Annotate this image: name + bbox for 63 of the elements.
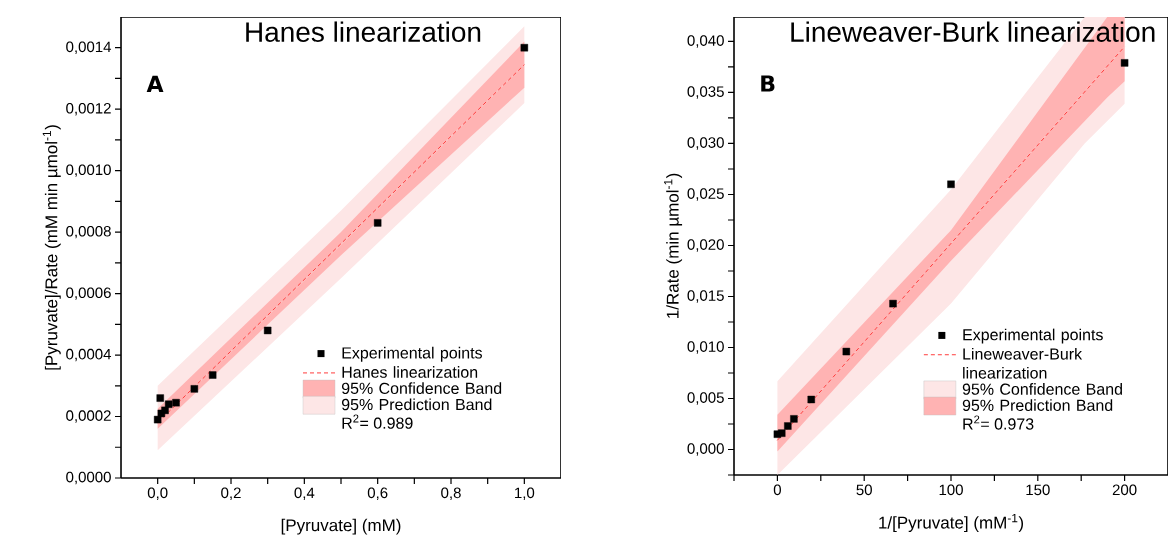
point: [172, 398, 180, 407]
y-tick-label: 0,010: [687, 341, 724, 354]
legend-label: 95% Confidence Band: [341, 382, 502, 395]
x-tick-label: 0,8: [441, 487, 461, 500]
point: [208, 371, 217, 379]
annotation: R$^{2}$= 0.989: [342, 414, 413, 429]
point: [947, 180, 955, 188]
x-tick-label: 100: [939, 484, 963, 496]
point: [190, 385, 199, 393]
point: [164, 400, 173, 408]
point: [889, 299, 897, 308]
y-axis-title: [Pyruvate]/Rate (mM min µmol$^{-1}$): [42, 125, 61, 370]
x-tick-label: 50: [856, 484, 872, 496]
chart-title: Hanes linearization: [246, 21, 481, 42]
y-tick-label: 0,0014: [66, 41, 112, 54]
x-tick-label: 0,4: [294, 487, 315, 500]
y-tick-label: 0,0000: [66, 471, 111, 485]
legend-label: Hanes linearization: [342, 366, 478, 378]
point: [807, 395, 815, 404]
point: [263, 326, 272, 335]
y-tick-label: 0,030: [687, 137, 724, 150]
point: [156, 394, 164, 402]
y-tick-label: 0,000: [687, 443, 724, 456]
y-tick-label: 0,0002: [66, 410, 111, 423]
point: [842, 347, 851, 356]
x-tick-label: 150: [1026, 484, 1050, 496]
point: [778, 429, 786, 437]
legend-label: 95% Confidence Band: [962, 383, 1122, 395]
legend-label: Lineweaver-Burk linearization: [963, 347, 1083, 379]
legend-label: Experimental points: [963, 328, 1103, 344]
annotation: R$^{2}$= 0.973: [963, 415, 1034, 430]
annotation: A: [146, 75, 164, 92]
x-tick-label: 0: [773, 484, 781, 496]
legend-label: Experimental points: [342, 346, 482, 362]
y-tick-label: 0,015: [687, 290, 724, 303]
chart-title: Lineweaver-Burk linearization: [791, 21, 1155, 42]
x-tick-label: 1,0: [515, 487, 535, 500]
point: [784, 422, 792, 430]
point: [1120, 59, 1129, 67]
point: [373, 219, 382, 227]
legend-label: 95% Prediction Band: [341, 398, 492, 411]
legend-label: 95% Prediction Band: [962, 399, 1113, 411]
x-tick-label: 0,6: [367, 487, 388, 500]
y-tick-label: 0,025: [687, 188, 724, 201]
x-tick-label: 0,0: [147, 487, 168, 500]
y-axis-title: 1/Rate (min µmol$^{-1}$): [664, 173, 683, 318]
y-tick-label: 0,020: [687, 239, 724, 252]
y-tick-label: 0,0010: [66, 164, 111, 177]
annotation: B: [761, 75, 775, 92]
y-tick-label: 0,040: [687, 35, 724, 48]
y-tick-label: 0,005: [687, 392, 724, 405]
x-axis-title: 1/[Pyruvate] (mM$^{-1}$): [879, 514, 1024, 532]
x-tick-label: 0,2: [221, 487, 241, 500]
y-tick-label: 0,0008: [66, 225, 111, 239]
x-axis-title: [Pyruvate] (mM): [281, 518, 401, 535]
y-tick-label: 0,0004: [66, 348, 112, 362]
x-tick-label: 200: [1112, 484, 1137, 496]
point: [161, 406, 169, 415]
point: [790, 415, 798, 423]
y-tick-label: 0,0006: [66, 287, 111, 300]
y-tick-label: 0,035: [687, 86, 724, 99]
point: [520, 44, 529, 52]
y-tick-label: 0,0012: [66, 102, 111, 116]
